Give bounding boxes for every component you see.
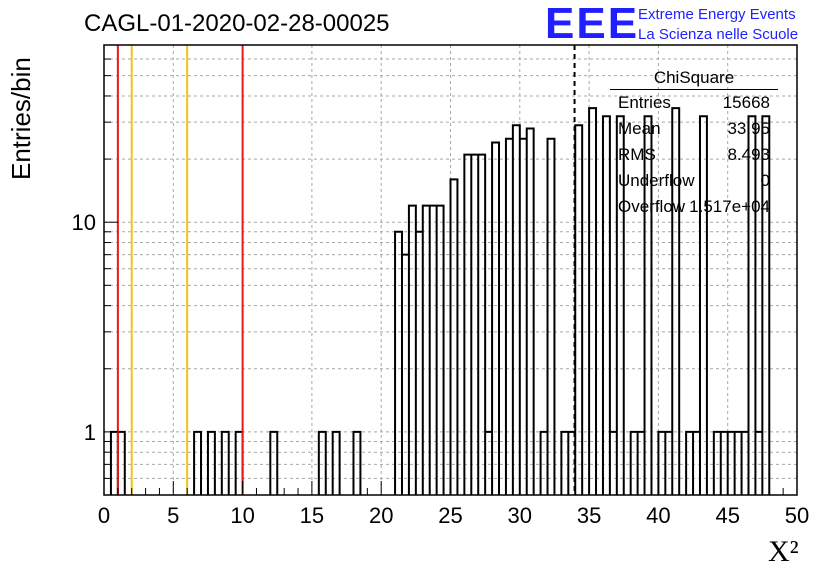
stat-value: 0: [760, 171, 770, 190]
chart-title: CAGL-01-2020-02-28-00025: [84, 10, 390, 37]
stat-value: 15668: [722, 93, 770, 112]
eee-brand: EEE Extreme Energy Events La Scienza nel…: [545, 2, 835, 50]
stat-row-underflow: Underflow 0: [610, 171, 778, 197]
stat-row-mean: Mean 33.95: [610, 119, 778, 145]
stat-name: Mean: [618, 119, 661, 138]
stats-box: ChiSquare Entries 15668 Mean 33.95 RMS 8…: [610, 68, 778, 223]
stat-value: 33.95: [727, 119, 770, 138]
x-axis-label: X²: [768, 535, 799, 568]
x-tick-label: 45: [715, 503, 739, 528]
y-tick-label: 1: [84, 420, 96, 445]
stats-title: ChiSquare: [610, 68, 778, 90]
stat-row-rms: RMS 8.493: [610, 145, 778, 171]
x-tick-label: 15: [300, 503, 324, 528]
brand-line-2: La Scienza nelle Scuole: [638, 26, 799, 43]
x-tick-label: 30: [508, 503, 532, 528]
stat-row-overflow: Overflow 1.517e+04: [610, 197, 778, 223]
y-tick-label: 10: [72, 210, 96, 235]
stat-value: 1.517e+04: [689, 197, 770, 216]
eee-logo: EEE: [545, 0, 640, 48]
stat-name: Overflow: [618, 197, 686, 216]
stat-value: 8.493: [727, 145, 770, 164]
x-tick-label: 0: [98, 503, 110, 528]
stat-row-entries: Entries 15668: [610, 93, 778, 119]
x-tick-label: 10: [230, 503, 254, 528]
x-tick-label: 50: [785, 503, 809, 528]
x-tick-label: 5: [167, 503, 179, 528]
x-tick-label: 25: [438, 503, 462, 528]
y-axis-label: Entries/bin: [6, 57, 36, 180]
stat-name: RMS: [618, 145, 656, 164]
x-tick-label: 35: [577, 503, 601, 528]
x-tick-label: 40: [646, 503, 670, 528]
stat-name: Underflow: [618, 171, 695, 190]
stat-name: Entries: [618, 93, 671, 112]
brand-line-1: Extreme Energy Events: [638, 6, 796, 23]
x-tick-label: 20: [369, 503, 393, 528]
